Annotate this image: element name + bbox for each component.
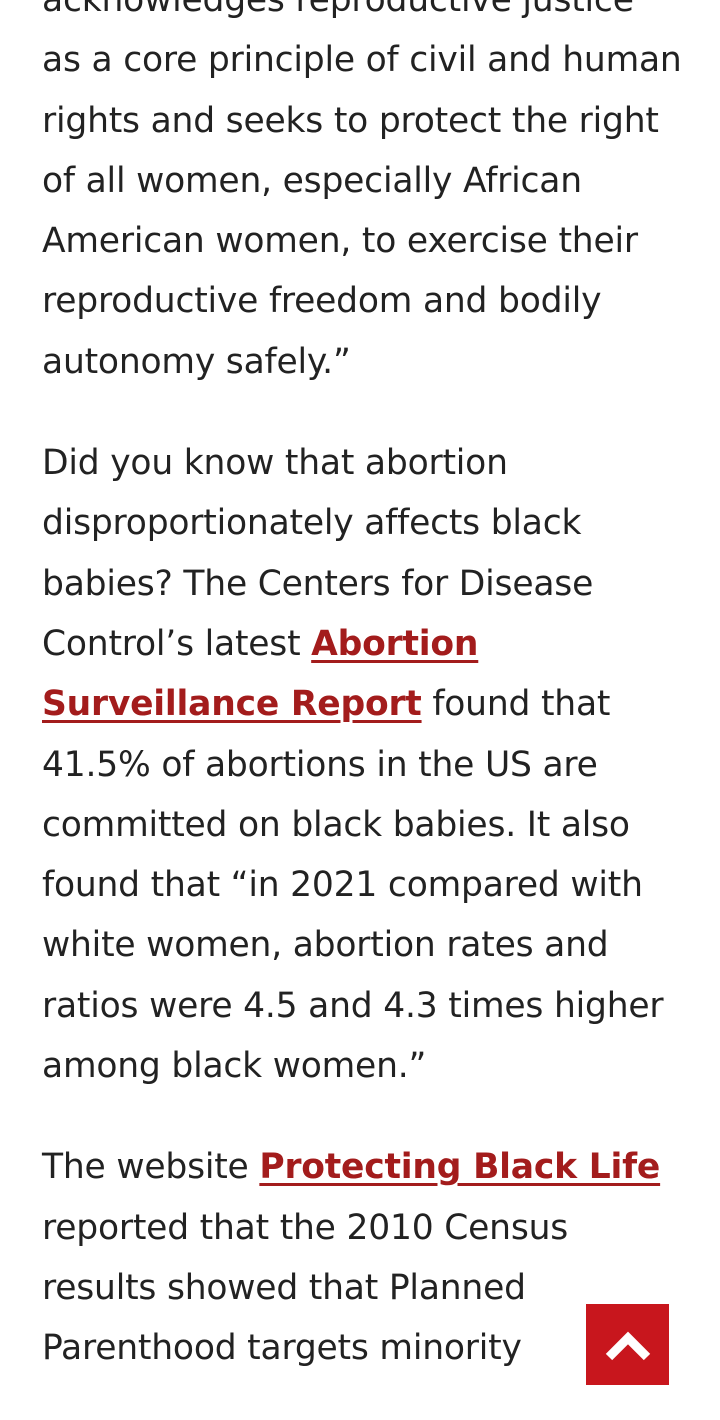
paragraph-quote-end: acknowledges reproductive justice as a c… <box>42 0 682 392</box>
paragraph-text: found that 41.5% of abortions in the US … <box>42 684 664 1087</box>
paragraph-text: reported that the 2010 Census results sh… <box>42 1207 569 1369</box>
paragraph-cdc-report: Did you know that abortion disproportion… <box>42 433 682 1096</box>
article-body: acknowledges reproductive justice as a c… <box>42 0 682 1420</box>
paragraph-protecting-black-life: The website Protecting Black Life report… <box>42 1137 682 1378</box>
scroll-to-top-button[interactable] <box>586 1304 669 1385</box>
chevron-up-icon <box>605 1331 650 1360</box>
paragraph-text: The website <box>42 1147 260 1188</box>
paragraph-text: acknowledges reproductive justice as a c… <box>42 0 682 382</box>
protecting-black-life-link[interactable]: Protecting Black Life <box>259 1147 661 1188</box>
paragraph-text: Did you know that abortion disproportion… <box>42 443 594 664</box>
abortion-surveillance-report-link[interactable]: Abortion Surveillance Report <box>42 623 479 725</box>
